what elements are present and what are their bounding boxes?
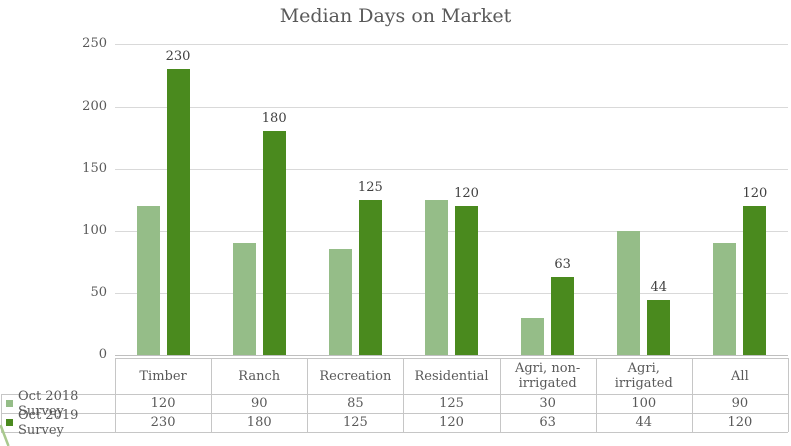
legend-label: Oct 2019 Survey: [18, 407, 79, 438]
table-cell-oct-2018-survey-recreation: 85: [347, 396, 364, 411]
bar-oct-2018-survey-agri-non-irrigated: [521, 317, 545, 355]
table-row-border: [1, 413, 788, 414]
bar-oct-2018-survey-ranch: [232, 243, 256, 355]
bar-oct-2018-survey-all: [713, 243, 737, 355]
bar-oct-2019-survey-agri-irrigated: [647, 300, 671, 355]
table-cell-oct-2019-survey-ranch: 180: [246, 415, 272, 430]
y-tick-label: 100: [82, 222, 107, 238]
bar-value-label: 63: [554, 256, 571, 272]
bar-oct-2018-survey-timber: [136, 205, 160, 355]
category-header-timber: Timber: [139, 368, 187, 384]
bar-oct-2019-survey-timber: [166, 69, 190, 355]
y-tick-label: 250: [82, 36, 107, 52]
y-tick-label: 0: [98, 347, 107, 362]
table-cell-oct-2018-survey-timber: 120: [150, 396, 176, 411]
bar-value-label: 180: [261, 111, 287, 127]
table-cell-oct-2018-survey-residential: 125: [439, 396, 464, 411]
table-column-border: [692, 358, 693, 432]
gridline: [115, 230, 788, 232]
table-cell-oct-2018-survey-all: 90: [731, 396, 749, 411]
gridline: [115, 106, 788, 108]
bar-oct-2019-survey-recreation: [358, 199, 382, 355]
category-header-residential: Residential: [414, 368, 489, 384]
table-cell-oct-2019-survey-recreation: 125: [342, 415, 368, 430]
category-header-all: All: [731, 368, 749, 384]
table-bottom-border: [1, 432, 788, 433]
legend-oct-2019-survey: Oct 2019 Survey: [1, 408, 115, 438]
table-cell-oct-2019-survey-residential: 120: [439, 415, 464, 430]
legend-swatch-oct-2018-survey: [6, 400, 13, 407]
table-cell-oct-2018-survey-ranch: 90: [250, 396, 268, 411]
category-header-agri-irrigated: Agri, irrigated: [614, 361, 673, 391]
bar-value-label: 125: [357, 179, 383, 195]
category-header-recreation: Recreation: [319, 368, 392, 384]
legend-oct-2018-survey: Oct 2018 Survey: [1, 389, 115, 419]
y-tick-label: 50: [90, 284, 107, 300]
chart-title: Median Days on Market: [279, 5, 512, 27]
bar-oct-2018-survey-residential: [425, 199, 448, 355]
legend-label: Oct 2018 Survey: [18, 388, 79, 419]
table-column-border: [788, 358, 789, 432]
legend-left-border: [1, 394, 2, 432]
legend-swatch-oct-2019-survey: [6, 419, 13, 426]
table-top-border: [115, 358, 788, 359]
bar-oct-2019-survey-residential: [455, 205, 478, 355]
table-cell-oct-2019-survey-timber: 230: [150, 415, 176, 430]
table-column-border: [211, 358, 212, 432]
gridline: [115, 168, 788, 170]
table-cell-oct-2019-survey-agri-non-irrigated: 63: [539, 415, 556, 430]
bar-oct-2019-survey-ranch: [262, 131, 286, 355]
table-row-border: [1, 394, 788, 395]
table-column-border: [596, 358, 597, 432]
gridline: [115, 292, 788, 294]
table-cell-oct-2019-survey-all: 120: [727, 415, 753, 430]
category-header-agri-non-irrigated: Agri, non-irrigated: [514, 361, 581, 391]
table-column-border: [307, 358, 308, 432]
corner-decoration-icon: [0, 424, 10, 446]
bar-value-label: 44: [650, 280, 668, 296]
bar-value-label: 120: [742, 185, 768, 201]
category-header-ranch: Ranch: [238, 368, 281, 384]
table-column-border: [115, 358, 116, 432]
bar-value-label: 120: [454, 185, 479, 201]
y-tick-label: 200: [82, 98, 107, 114]
y-tick-label: 150: [82, 160, 107, 176]
bar-oct-2018-survey-recreation: [328, 249, 352, 355]
table-cell-oct-2018-survey-agri-non-irrigated: 30: [539, 396, 556, 411]
gridline: [115, 44, 788, 46]
bar-oct-2018-survey-agri-irrigated: [617, 230, 641, 355]
table-cell-oct-2019-survey-agri-irrigated: 44: [635, 415, 653, 430]
table-cell-oct-2018-survey-agri-irrigated: 100: [631, 396, 657, 411]
bar-oct-2019-survey-all: [743, 205, 767, 355]
table-column-border: [403, 358, 404, 432]
corner-decoration-line: [0, 424, 10, 446]
bar-oct-2019-survey-agri-non-irrigated: [551, 276, 575, 355]
bar-value-label: 230: [165, 49, 191, 65]
x-axis-line: [115, 355, 788, 356]
table-column-border: [500, 358, 501, 432]
